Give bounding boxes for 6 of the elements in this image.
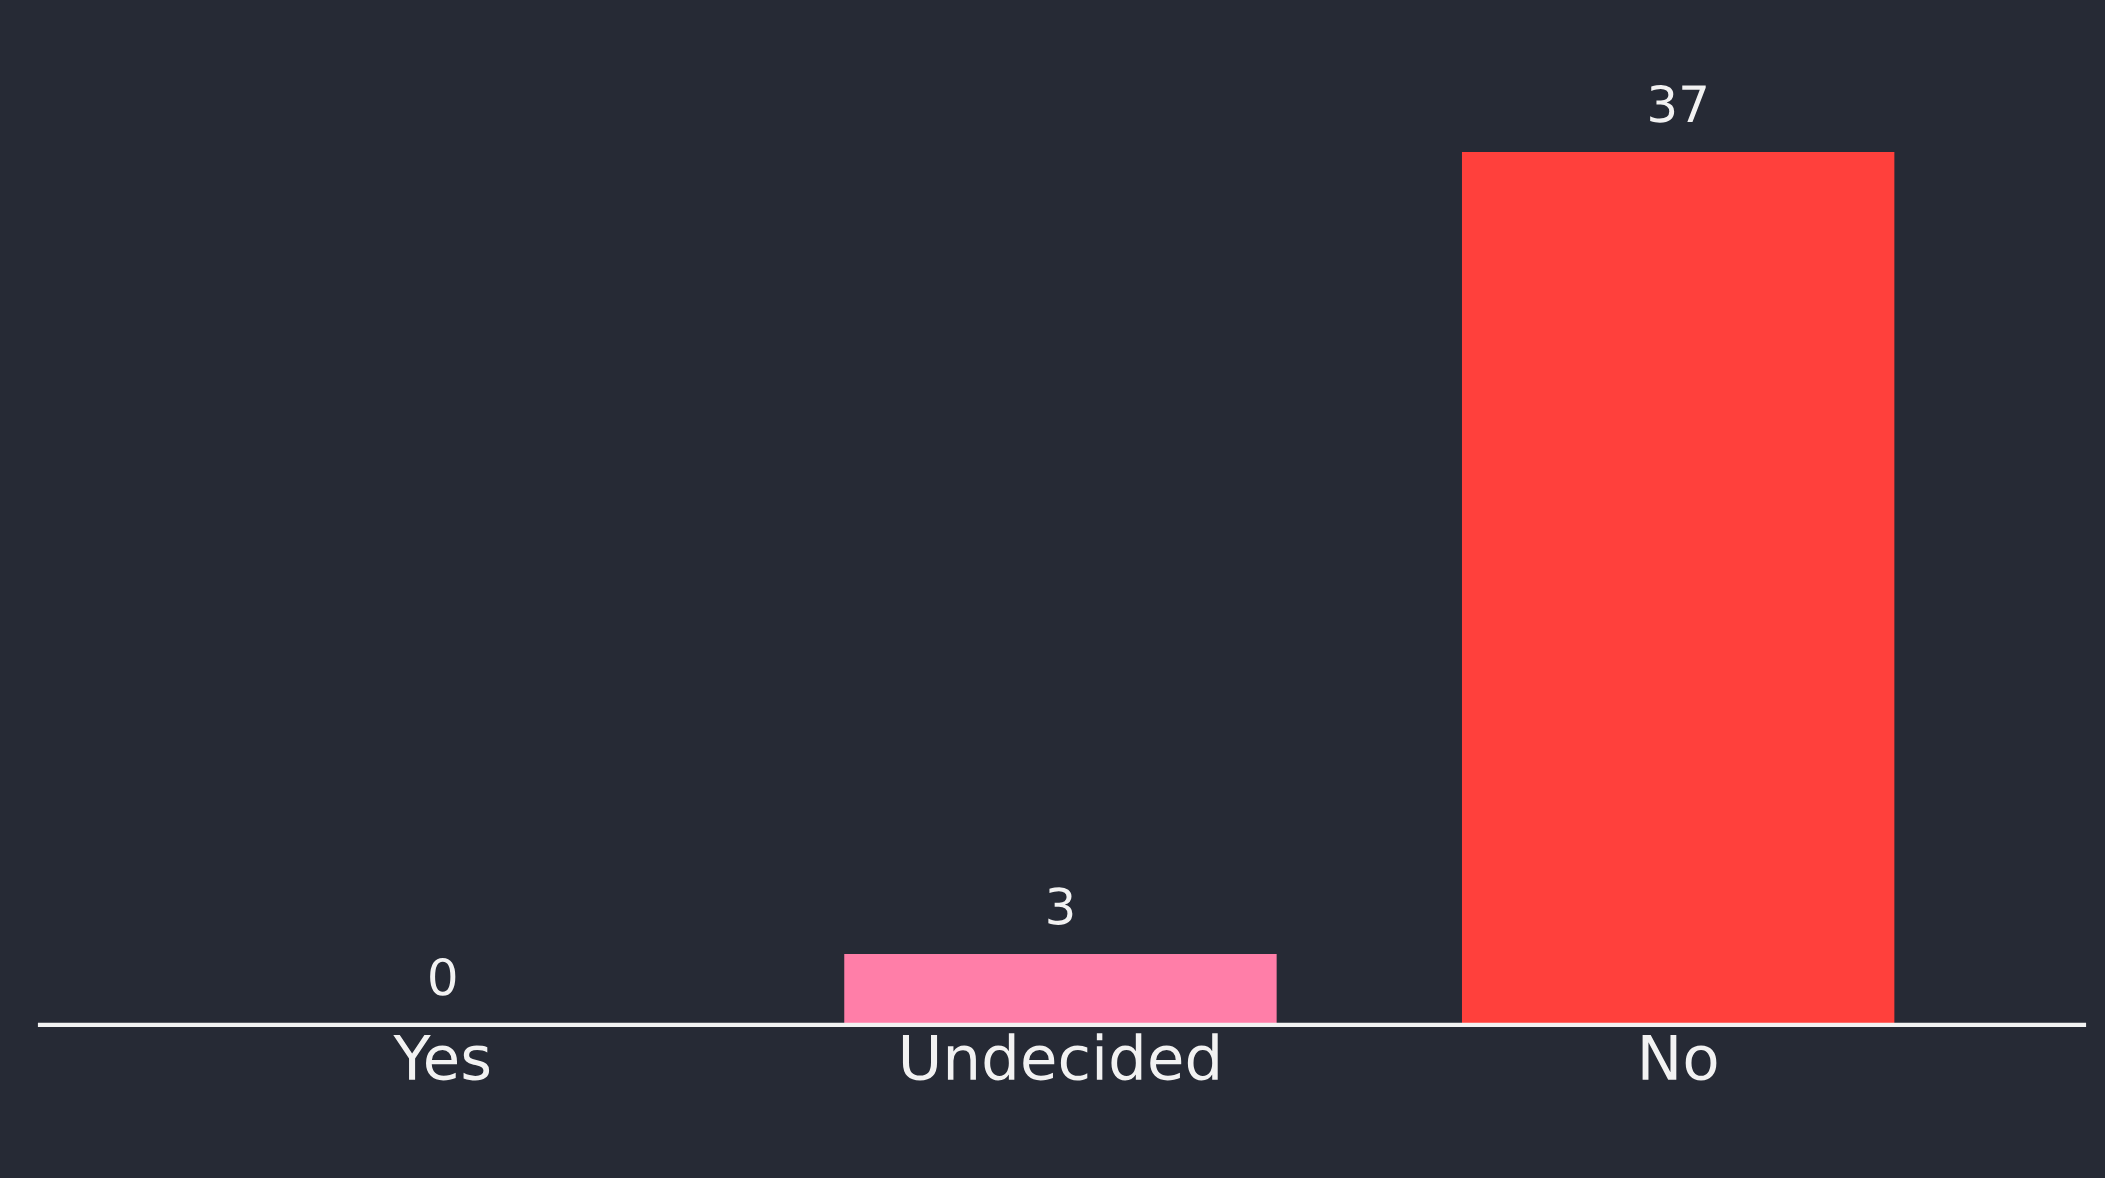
data-label: 0 [430,957,456,996]
x-tick-label: Yes [393,1035,490,1081]
x-tick-label: Undecided [902,1033,1218,1081]
data-label: 37 [1650,84,1706,123]
x-tick-label: No [1642,1035,1717,1081]
data-label: 3 [1048,887,1073,925]
